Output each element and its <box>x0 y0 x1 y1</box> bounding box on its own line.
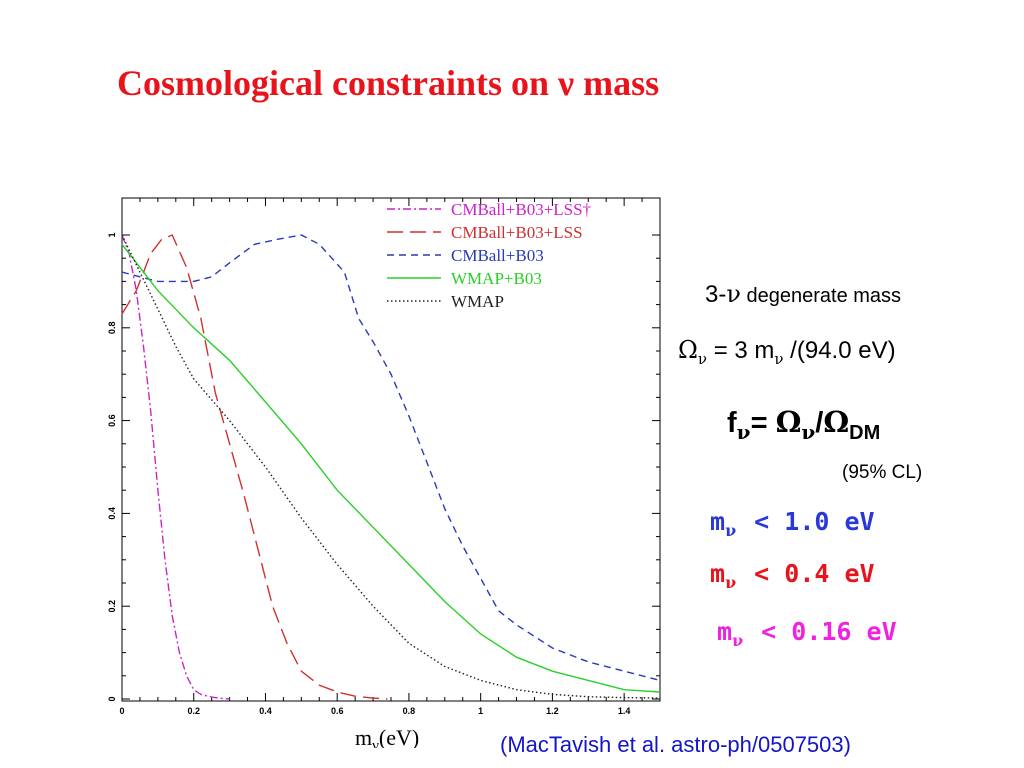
f-nu-formula: fν= Ων/ΩDM <box>727 405 881 444</box>
x-tick-label: 0.6 <box>331 706 344 716</box>
series-line-2 <box>121 234 661 682</box>
x-axis-label: mν(eV) <box>355 725 419 748</box>
x-axis-ticks: 0 0.2 0.4 0.6 0.8 1 1.2 1.4 <box>119 198 643 716</box>
legend-label: WMAP+B03 <box>451 269 542 288</box>
legend-label: CMBall+B03+LSS† <box>451 200 591 219</box>
legend: CMBall+B03+LSS† CMBall+B03+LSS CMBall+B03 W… <box>387 200 591 311</box>
y-tick-label: 0.2 <box>107 600 117 613</box>
series-line-4 <box>121 234 661 699</box>
y-tick-label: 0 <box>107 696 117 701</box>
x-tick-label: 0.8 <box>403 706 416 716</box>
y-axis-ticks: 0 0.2 0.4 0.6 0.8 1 <box>107 232 660 702</box>
y-tick-label: 1 <box>107 232 117 237</box>
omega-nu-formula: Ων = 3 mν /(94.0 eV) <box>678 336 896 368</box>
result-cmball-b03: mν < 1.0 eV <box>710 507 875 540</box>
y-tick-label: 0.6 <box>107 414 117 427</box>
x-tick-label: 1.2 <box>546 706 559 716</box>
x-tick-label: 1 <box>478 706 483 716</box>
x-tick-label: 1.4 <box>618 706 631 716</box>
y-tick-label: 0.4 <box>107 507 117 520</box>
series-line-1 <box>121 234 388 700</box>
legend-label: CMBall+B03+LSS <box>451 223 583 242</box>
x-tick-label: 0 <box>119 706 124 716</box>
series-line-0 <box>121 234 230 700</box>
result-cmball-b03-lss-dagger: mν < 0.16 eV <box>717 617 897 650</box>
page-title: Cosmological constraints on ν mass <box>117 63 660 103</box>
legend-label: WMAP <box>451 292 504 311</box>
neutrino-mass-likelihood-chart: 0 0.2 0.4 0.6 0.8 1 0 0.2 0.4 0.6 0.8 1 1.2 1.4 CMBa… <box>107 197 661 748</box>
x-tick-label: 0.2 <box>187 706 200 716</box>
confidence-level-label: (95% CL) <box>842 462 923 483</box>
citation: (MacTavish et al. astro-ph/0507503) <box>500 732 851 757</box>
y-tick-label: 0.8 <box>107 322 117 335</box>
series-line-3 <box>121 243 661 693</box>
x-tick-label: 0.4 <box>259 706 272 716</box>
series-lines <box>121 234 661 700</box>
result-cmball-b03-lss: mν < 0.4 eV <box>710 559 875 592</box>
degenerate-mass-note: 3-ν degenerate mass <box>705 280 902 308</box>
legend-label: CMBall+B03 <box>451 246 544 265</box>
